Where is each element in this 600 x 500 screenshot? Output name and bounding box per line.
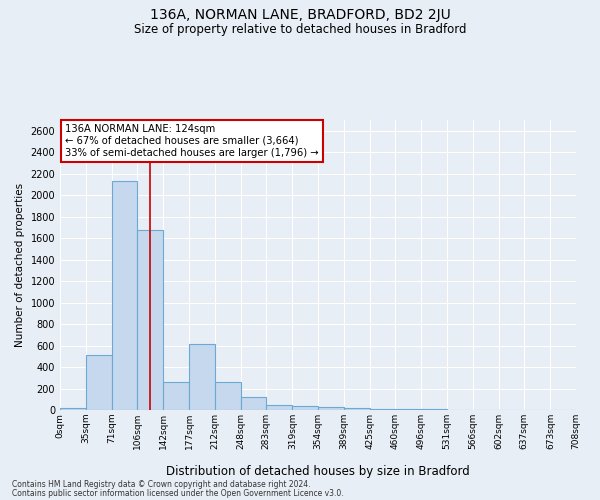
Text: Distribution of detached houses by size in Bradford: Distribution of detached houses by size …	[166, 464, 470, 477]
Text: Contains public sector information licensed under the Open Government Licence v3: Contains public sector information licen…	[12, 488, 344, 498]
Bar	[266, 404, 292, 410]
Bar	[86, 355, 112, 410]
Y-axis label: Number of detached properties: Number of detached properties	[15, 183, 25, 347]
Text: 136A NORMAN LANE: 124sqm
← 67% of detached houses are smaller (3,664)
33% of sem: 136A NORMAN LANE: 124sqm ← 67% of detach…	[65, 124, 319, 158]
Bar	[163, 382, 189, 410]
Bar	[60, 408, 86, 410]
Bar	[241, 397, 266, 410]
Bar	[318, 408, 344, 410]
Bar	[189, 344, 215, 410]
Text: Size of property relative to detached houses in Bradford: Size of property relative to detached ho…	[134, 22, 466, 36]
Text: Contains HM Land Registry data © Crown copyright and database right 2024.: Contains HM Land Registry data © Crown c…	[12, 480, 311, 489]
Bar	[215, 382, 241, 410]
Bar	[137, 230, 163, 410]
Bar	[344, 408, 370, 410]
Bar	[292, 406, 318, 410]
Bar	[112, 181, 137, 410]
Text: 136A, NORMAN LANE, BRADFORD, BD2 2JU: 136A, NORMAN LANE, BRADFORD, BD2 2JU	[149, 8, 451, 22]
